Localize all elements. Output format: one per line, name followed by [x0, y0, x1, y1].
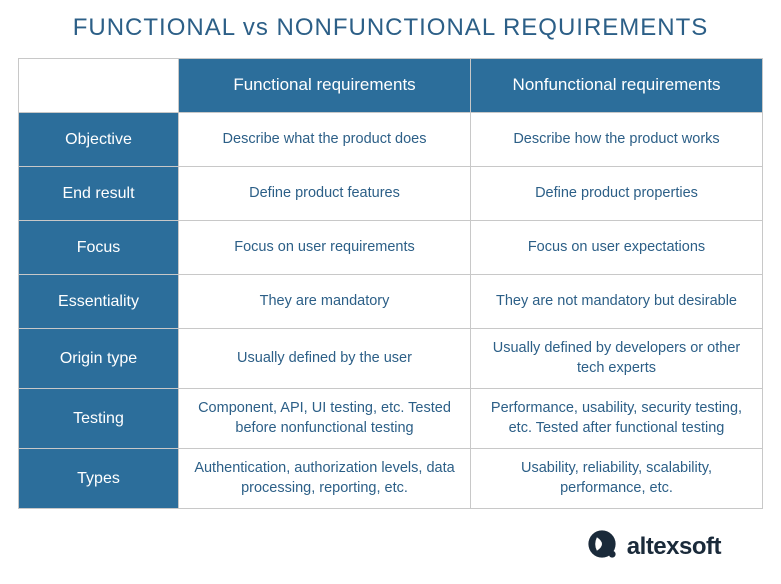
brand-logo-icon [585, 527, 619, 566]
brand-name: altexsoft [627, 533, 721, 561]
cell-end-result-functional: Define product features [179, 167, 471, 221]
row-label-objective: Objective [19, 113, 179, 167]
col-header-nonfunctional: Nonfunctional requirements [471, 59, 763, 113]
row-label-types: Types [19, 449, 179, 509]
cell-end-result-nonfunctional: Define product properties [471, 167, 763, 221]
row-label-essentiality: Essentiality [19, 275, 179, 329]
row-label-origin-type: Origin type [19, 329, 179, 389]
cell-types-functional: Authentication, authorization levels, da… [179, 449, 471, 509]
cell-testing-functional: Component, API, UI testing, etc. Tested … [179, 389, 471, 449]
cell-origin-type-nonfunctional: Usually defined by developers or other t… [471, 329, 763, 389]
row-label-testing: Testing [19, 389, 179, 449]
cell-focus-nonfunctional: Focus on user expectations [471, 221, 763, 275]
cell-essentiality-nonfunctional: They are not mandatory but desirable [471, 275, 763, 329]
cell-types-nonfunctional: Usability, reliability, scalability, per… [471, 449, 763, 509]
cell-essentiality-functional: They are mandatory [179, 275, 471, 329]
brand-footer: altexsoft [585, 527, 721, 566]
cell-origin-type-functional: Usually defined by the user [179, 329, 471, 389]
col-header-functional: Functional requirements [179, 59, 471, 113]
row-label-end-result: End result [19, 167, 179, 221]
cell-objective-nonfunctional: Describe how the product works [471, 113, 763, 167]
cell-objective-functional: Describe what the product does [179, 113, 471, 167]
page-title: FUNCTIONAL vs NONFUNCTIONAL REQUIREMENTS [18, 14, 763, 42]
cell-focus-functional: Focus on user requirements [179, 221, 471, 275]
row-label-focus: Focus [19, 221, 179, 275]
comparison-table: Functional requirements Nonfunctional re… [18, 58, 763, 509]
header-blank [19, 59, 179, 113]
cell-testing-nonfunctional: Performance, usability, security testing… [471, 389, 763, 449]
